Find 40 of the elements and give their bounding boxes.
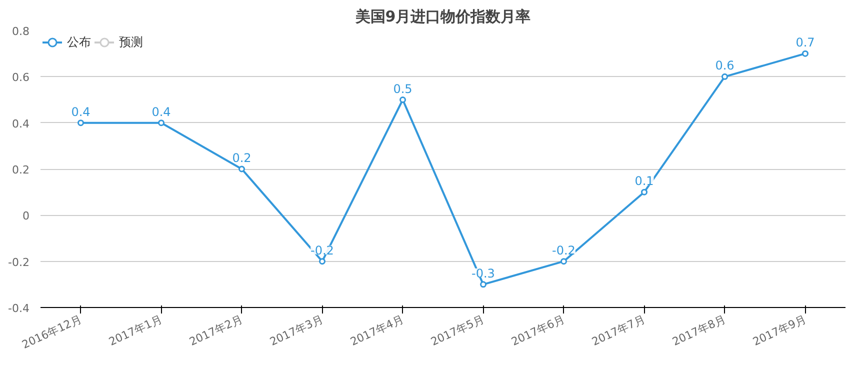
- point: [238, 166, 245, 172]
- x-tick-label: 2016年12月: [20, 312, 84, 352]
- y-tick-label: 0.4: [12, 117, 30, 130]
- legend-label: 公布: [67, 34, 91, 50]
- data-label: 0.5: [393, 82, 412, 96]
- point: [722, 73, 728, 80]
- point: [802, 50, 808, 57]
- point: [319, 258, 326, 265]
- y-tick-label: 0.2: [12, 164, 30, 176]
- data-label: -0.3: [472, 266, 495, 280]
- y-tick-label: -0.4: [8, 302, 30, 315]
- data-label: -0.2: [310, 243, 334, 258]
- data-label: 0.4: [71, 104, 90, 119]
- data-label: 0.7: [796, 36, 815, 50]
- point: [641, 188, 648, 196]
- point: [400, 96, 406, 103]
- y-tick-label: 0: [22, 210, 30, 223]
- data-label: 0.6: [715, 58, 734, 73]
- x-tick-label: 2017年8月: [670, 312, 728, 348]
- y-tick-label: -0.2: [8, 256, 30, 269]
- legend-label: 预测: [119, 34, 143, 50]
- x-tick-label: 2017年6月: [509, 312, 567, 348]
- point: [560, 258, 567, 265]
- x-tick-label: 2017年2月: [187, 312, 245, 348]
- point: [78, 120, 84, 126]
- data-label: 0.4: [152, 104, 171, 119]
- y-tick-label: 0.6: [12, 71, 30, 84]
- x-tick-label: 2017年3月: [268, 312, 326, 348]
- point: [480, 281, 486, 288]
- y-tick-label: 0.8: [12, 25, 30, 38]
- x-tick-label: 2017年4月: [348, 312, 406, 348]
- x-tick-label: 2017年1月: [106, 312, 164, 348]
- x-tick-label: 2017年9月: [750, 312, 808, 348]
- data-label: -0.2: [552, 243, 576, 258]
- x-tick-label: 2017年5月: [428, 312, 486, 348]
- x-tick-label: 2017年7月: [590, 312, 648, 348]
- data-label: 0.2: [232, 151, 252, 165]
- chart-title: 美国9月进口物价指数月率: [354, 8, 531, 26]
- data-label: 0.1: [634, 174, 654, 188]
- point: [158, 120, 164, 126]
